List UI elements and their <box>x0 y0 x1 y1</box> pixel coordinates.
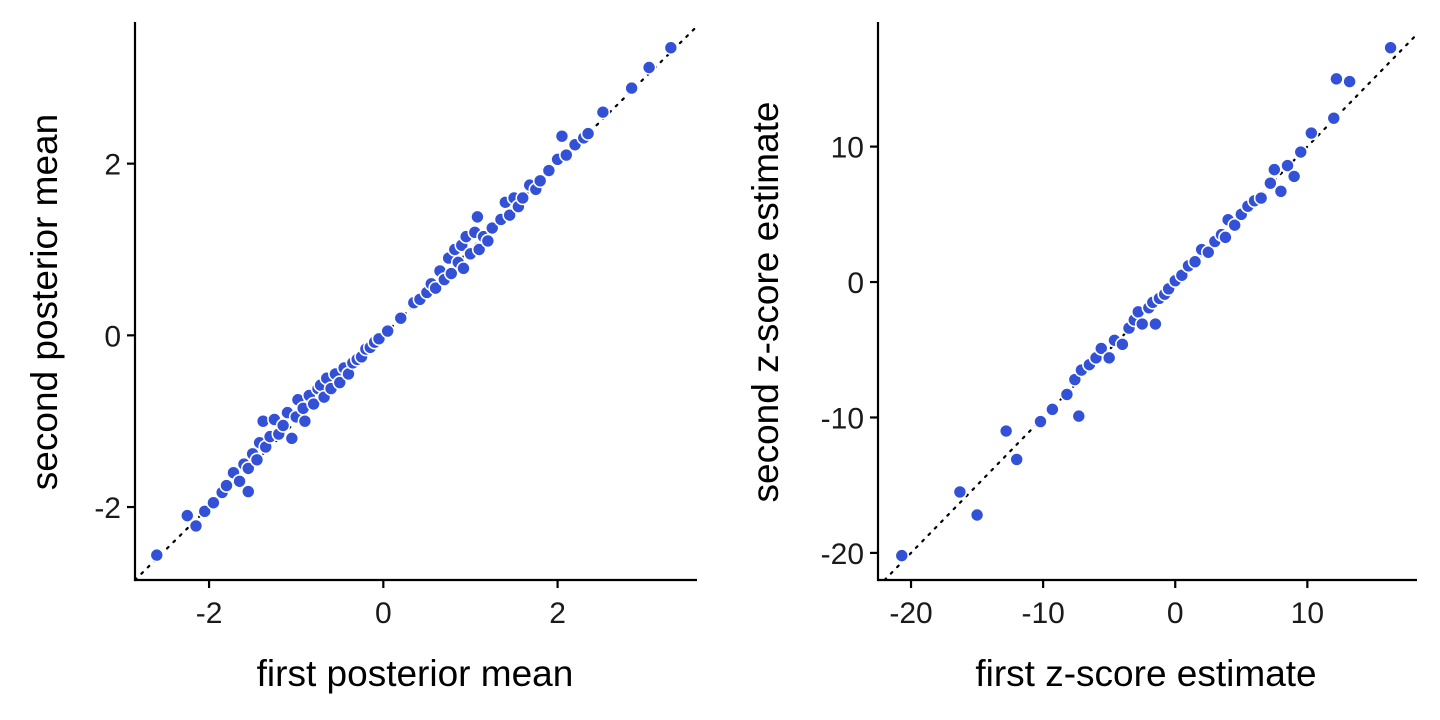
data-point <box>1263 175 1278 191</box>
data-point <box>1200 244 1216 260</box>
data-point <box>249 452 265 468</box>
z-score-scatter-plot: first z-score estimate second z-score es… <box>745 22 1419 694</box>
data-point <box>1286 169 1302 184</box>
data-point <box>179 508 195 523</box>
data-point <box>1342 74 1357 89</box>
x-tick-label: 10 <box>1291 597 1324 630</box>
data-point <box>484 220 500 236</box>
data-point <box>663 40 679 56</box>
data-point <box>197 504 213 519</box>
data-point <box>219 478 234 493</box>
data-point <box>1093 341 1109 356</box>
y-tick-label: 10 <box>831 132 864 165</box>
data-point <box>541 163 557 178</box>
data-point <box>1326 110 1342 126</box>
data-point <box>1134 316 1150 332</box>
data-point <box>188 518 204 534</box>
data-point <box>470 209 485 225</box>
data-point <box>998 423 1014 439</box>
data-point <box>393 310 409 326</box>
data-point <box>284 431 300 446</box>
data-point <box>240 484 256 499</box>
data-point <box>1383 40 1398 56</box>
data-point <box>624 80 639 96</box>
data-point <box>306 396 321 412</box>
data-point <box>1009 452 1025 467</box>
data-point <box>559 147 574 163</box>
data-point <box>275 418 291 433</box>
identity-reference-line <box>883 33 1419 582</box>
data-point <box>580 126 596 141</box>
y-tick-label: -2 <box>94 492 121 525</box>
x-axis-title: first posterior mean <box>257 653 574 694</box>
data-point <box>471 242 487 257</box>
data-point <box>206 495 221 511</box>
x-tick-label: 2 <box>549 597 566 630</box>
data-point <box>232 473 247 489</box>
x-axis-title: first z-score estimate <box>975 653 1316 694</box>
data-point <box>1293 144 1309 160</box>
y-tick-label: -10 <box>821 402 864 435</box>
data-point <box>1227 217 1242 233</box>
data-point <box>1267 162 1282 177</box>
data-point <box>1059 387 1075 402</box>
data-point <box>1218 230 1233 245</box>
data-point <box>1187 254 1203 270</box>
data-point <box>380 323 395 339</box>
data-point <box>443 266 459 281</box>
data-point <box>1115 337 1130 352</box>
data-point <box>428 280 443 296</box>
x-tick-label: -2 <box>196 597 223 630</box>
data-point <box>1253 190 1269 206</box>
y-axis-title: second z-score estimate <box>745 101 786 502</box>
data-point <box>297 413 313 429</box>
x-tick-label: -20 <box>889 597 932 630</box>
data-point <box>515 190 531 206</box>
data-point <box>894 548 910 563</box>
y-tick-label: 0 <box>847 267 864 300</box>
data-point <box>1101 350 1117 366</box>
data-point <box>240 461 256 476</box>
y-tick-label: -20 <box>821 538 864 571</box>
data-point <box>149 547 165 563</box>
data-point <box>1280 158 1295 173</box>
data-point <box>1045 402 1060 417</box>
data-point <box>332 375 348 390</box>
data-point <box>595 104 611 120</box>
data-point <box>532 173 548 189</box>
data-point <box>456 261 471 276</box>
data-point <box>480 233 496 249</box>
data-point <box>554 128 570 144</box>
data-point <box>1329 71 1344 87</box>
x-tick-label: -10 <box>1021 597 1064 630</box>
y-axis-title: second posterior mean <box>24 114 65 490</box>
data-point <box>641 60 657 75</box>
data-point <box>1033 414 1048 429</box>
y-tick-label: 2 <box>104 149 121 182</box>
data-point <box>1071 408 1087 424</box>
data-point <box>1148 316 1163 332</box>
data-point <box>502 207 517 223</box>
posterior-mean-scatter-plot: first posterior mean second posterior me… <box>24 22 699 694</box>
data-point <box>969 507 985 523</box>
x-tick-label: 0 <box>375 597 392 630</box>
y-tick-label: 0 <box>104 320 121 353</box>
data-point <box>1304 125 1319 141</box>
data-point <box>952 484 968 500</box>
x-tick-label: 0 <box>1167 597 1184 630</box>
data-point <box>1273 183 1289 199</box>
